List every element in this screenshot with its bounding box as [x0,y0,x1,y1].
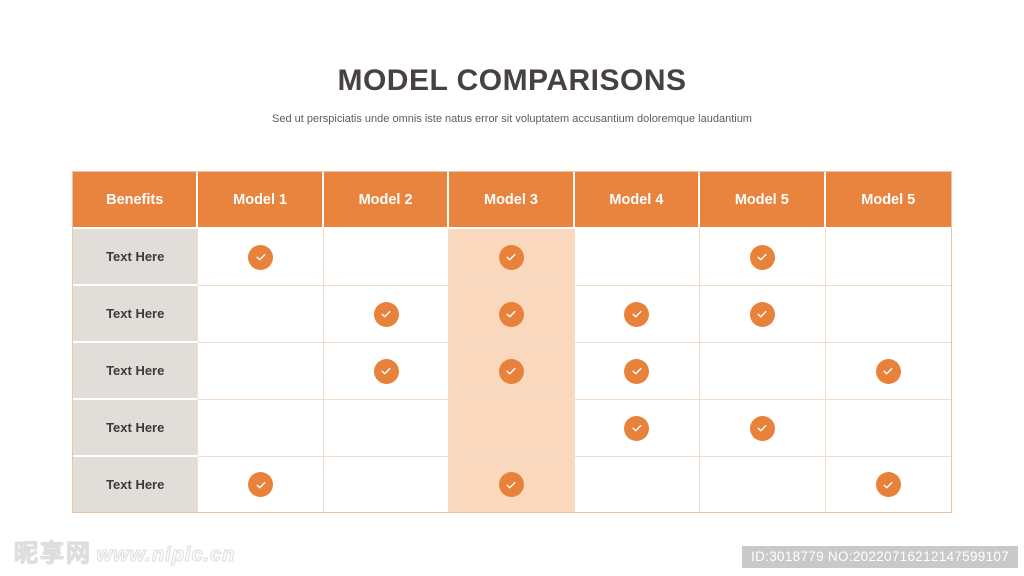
empty-cell [700,457,826,512]
check-cell [574,343,701,400]
empty-cell [574,229,701,286]
check-circle-icon [498,358,524,384]
check-circle-icon [373,301,399,327]
check-circle-icon [498,301,524,327]
empty-cell [574,457,701,512]
table-row: Text Here [73,457,951,512]
check-cell [825,457,951,512]
check-circle-icon [624,301,650,327]
column-header-1-model-1: Model 1 [198,172,324,229]
table-row: Text Here [73,286,951,343]
check-cell [323,286,450,343]
empty-cell [825,400,951,457]
check-circle-icon [624,358,650,384]
table-header-row: Benefits Model 1 Model 2 Model 3 Model 4 Mode… [73,172,951,229]
check-circle-icon [498,244,524,270]
check-cell [574,286,701,343]
check-circle-icon [749,301,775,327]
comparison-table: Benefits Model 1 Model 2 Model 3 Model 4 Mode… [72,171,952,513]
check-cell [700,229,826,286]
column-header-0-benefits: Benefits [73,172,199,229]
empty-cell [825,286,951,343]
row-label: Text Here [73,229,199,286]
check-circle-icon [248,244,274,270]
table-row: Text Here [73,343,951,400]
check-cell [449,343,575,400]
watermark-id-badge: ID:3018779 NO:20220716212147599107 [742,546,1018,568]
column-header-5-model-5: Model 5 [700,172,826,229]
empty-cell [198,343,324,400]
empty-cell [198,286,324,343]
empty-cell [449,400,575,457]
row-label: Text Here [73,457,199,512]
check-cell [323,343,450,400]
check-cell [700,400,826,457]
column-header-3-model-3: Model 3 [449,172,575,229]
empty-cell [323,400,450,457]
check-cell [449,457,575,512]
watermark-site-name: 昵享网 [14,540,92,568]
check-circle-icon [749,244,775,270]
check-circle-icon [875,358,901,384]
check-circle-icon [749,415,775,441]
check-cell [198,457,324,512]
empty-cell [323,229,450,286]
row-label: Text Here [73,400,199,457]
check-cell [825,343,951,400]
check-cell [449,229,575,286]
row-label: Text Here [73,343,199,400]
empty-cell [700,343,826,400]
column-header-4-model-4: Model 4 [574,172,701,229]
empty-cell [825,229,951,286]
table-body: Text Here Text Here Text Here Text Here Text… [73,229,951,512]
row-label: Text Here [73,286,199,343]
table-row: Text Here [73,229,951,286]
watermark-site-url: www.nipic.cn [96,544,236,567]
empty-cell [198,400,324,457]
check-cell [574,400,701,457]
column-header-2-model-2: Model 2 [323,172,450,229]
empty-cell [323,457,450,512]
check-cell [198,229,324,286]
check-circle-icon [498,472,524,497]
check-circle-icon [373,358,399,384]
column-header-6-model-5: Model 5 [825,172,951,229]
check-circle-icon [624,415,650,441]
check-cell [449,286,575,343]
check-circle-icon [248,472,274,497]
page-subtitle: Sed ut perspiciatis unde omnis iste natu… [272,113,752,125]
table-row: Text Here [73,400,951,457]
watermark-logo: 昵享网 www.nipic.cn [14,533,236,568]
page-title: MODEL COMPARISONS [337,64,687,97]
check-cell [700,286,826,343]
check-circle-icon [875,472,901,497]
